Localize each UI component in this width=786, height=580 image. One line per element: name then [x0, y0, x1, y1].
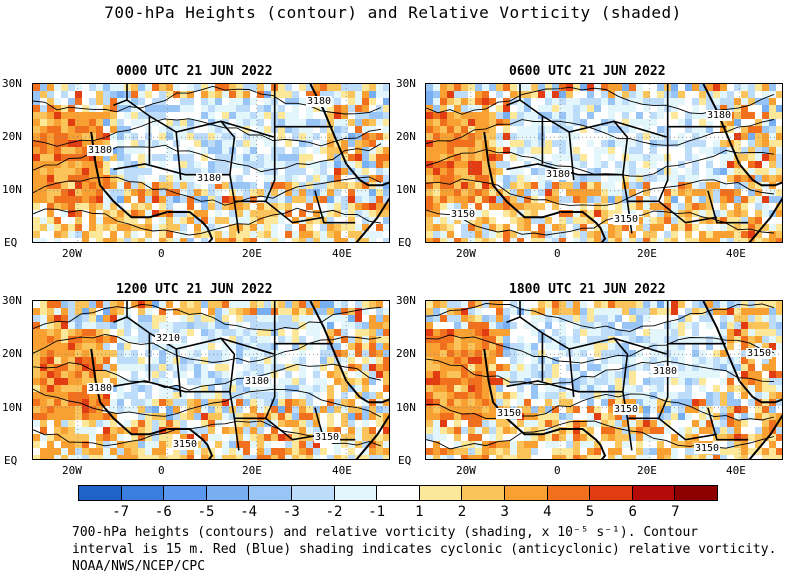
colorbar-tick-label: 1: [415, 504, 424, 520]
lon-tick-20w: 20W: [62, 247, 82, 260]
colorbar-bin: [121, 486, 165, 500]
colorbar-bin: [79, 486, 122, 500]
lon-tick-20e: 20E: [637, 464, 657, 477]
lon-tick-20w: 20W: [456, 247, 476, 260]
caption-line-1: 700-hPa heights (contours) and relative …: [72, 525, 699, 540]
contour-label: 3210: [155, 333, 182, 344]
lon-tick-20e: 20E: [242, 247, 262, 260]
colorbar-tick-label: 2: [457, 504, 467, 520]
colorbar-bin: [334, 486, 378, 500]
colorbar-bin: [504, 486, 548, 500]
contour-label: 3180: [306, 96, 333, 107]
colorbar-tick-label: -4: [240, 504, 258, 520]
lat-tick-20n: 20N: [396, 130, 416, 143]
lon-tick-0: 0: [158, 247, 165, 260]
map-panel-0000: [32, 83, 390, 243]
lat-tick-20n: 20N: [2, 130, 22, 143]
contour-label: 3150: [694, 443, 721, 454]
contour-label: 3150: [613, 214, 640, 225]
colorbar-tick-label: 4: [543, 504, 552, 520]
map-panel-1800: [425, 300, 783, 460]
vorticity-field: [33, 84, 389, 242]
colorbar-tick-label: -1: [368, 504, 386, 520]
panel-title-0600: 0600 UTC 21 JUN 2022: [509, 64, 666, 79]
colorbar-tick-label: 5: [585, 504, 595, 520]
panel-title-1800: 1800 UTC 21 JUN 2022: [509, 282, 666, 297]
colorbar: [78, 485, 718, 501]
colorbar-tick-label: -5: [197, 504, 215, 520]
lon-tick-0: 0: [554, 464, 561, 477]
figure-title: 700-hPa Heights (contour) and Relative V…: [104, 3, 682, 22]
colorbar-tick-label: 3: [500, 504, 509, 520]
lat-tick-30n: 30N: [396, 77, 416, 90]
colorbar-tick-label: 6: [628, 504, 637, 520]
contour-label: 3180: [545, 169, 572, 180]
colorbar-tick-label: 7: [671, 504, 680, 520]
colorbar-tick-label: -2: [325, 504, 343, 520]
contour-label: 3180: [652, 366, 679, 377]
contour-label: 3150: [746, 348, 773, 359]
colorbar-bin: [206, 486, 250, 500]
colorbar-bin: [675, 486, 717, 500]
lat-tick-20n: 20N: [396, 347, 416, 360]
colorbar-bin: [164, 486, 207, 500]
lat-tick-eq: EQ: [398, 454, 412, 467]
panel-title-0000: 0000 UTC 21 JUN 2022: [116, 64, 273, 79]
lat-tick-eq: EQ: [4, 236, 18, 249]
contour-label: 3150: [172, 439, 199, 450]
colorbar-bin: [632, 486, 676, 500]
lat-tick-20n: 20N: [2, 347, 22, 360]
lat-tick-30n: 30N: [2, 294, 22, 307]
lon-tick-40e: 40E: [726, 247, 746, 260]
caption: 700-hPa heights (contours) and relative …: [72, 524, 776, 575]
caption-line-3: NOAA/NWS/NCEP/CPC: [72, 559, 206, 574]
caption-line-2: interval is 15 m. Red (Blue) shading ind…: [72, 542, 777, 557]
colorbar-tick-label: -3: [282, 504, 300, 520]
lat-tick-10n: 10N: [396, 401, 416, 414]
lon-tick-0: 0: [158, 464, 165, 477]
colorbar-bin: [419, 486, 463, 500]
vorticity-field: [426, 84, 782, 242]
colorbar-tick-label: -7: [112, 504, 130, 520]
lon-tick-20e: 20E: [637, 247, 657, 260]
colorbar-bin: [249, 486, 292, 500]
lat-tick-eq: EQ: [398, 236, 412, 249]
colorbar-bin: [377, 486, 420, 500]
contour-label: 3150: [613, 404, 640, 415]
lon-tick-40e: 40E: [332, 247, 352, 260]
lon-tick-40e: 40E: [726, 464, 746, 477]
contour-label: 3150: [314, 432, 341, 443]
contour-label: 3180: [244, 376, 271, 387]
lat-tick-30n: 30N: [2, 77, 22, 90]
vorticity-field: [426, 301, 782, 459]
lat-tick-10n: 10N: [396, 183, 416, 196]
map-panel-0600: [425, 83, 783, 243]
lon-tick-20e: 20E: [242, 464, 262, 477]
lon-tick-40e: 40E: [332, 464, 352, 477]
panel-title-1200: 1200 UTC 21 JUN 2022: [116, 282, 273, 297]
colorbar-tick-label: -6: [154, 504, 172, 520]
colorbar-bin: [462, 486, 505, 500]
contour-label: 3150: [450, 209, 477, 220]
colorbar-bin: [547, 486, 591, 500]
contour-label: 3180: [87, 145, 114, 156]
lat-tick-10n: 10N: [2, 401, 22, 414]
lat-tick-eq: EQ: [4, 454, 18, 467]
lat-tick-30n: 30N: [396, 294, 416, 307]
contour-label: 3180: [87, 383, 114, 394]
contour-label: 3180: [196, 173, 223, 184]
colorbar-bin: [291, 486, 335, 500]
lat-tick-10n: 10N: [2, 183, 22, 196]
lon-tick-20w: 20W: [62, 464, 82, 477]
contour-label: 3150: [496, 408, 523, 419]
colorbar-bin: [590, 486, 633, 500]
lon-tick-0: 0: [554, 247, 561, 260]
lon-tick-20w: 20W: [456, 464, 476, 477]
contour-label: 3180: [706, 110, 733, 121]
